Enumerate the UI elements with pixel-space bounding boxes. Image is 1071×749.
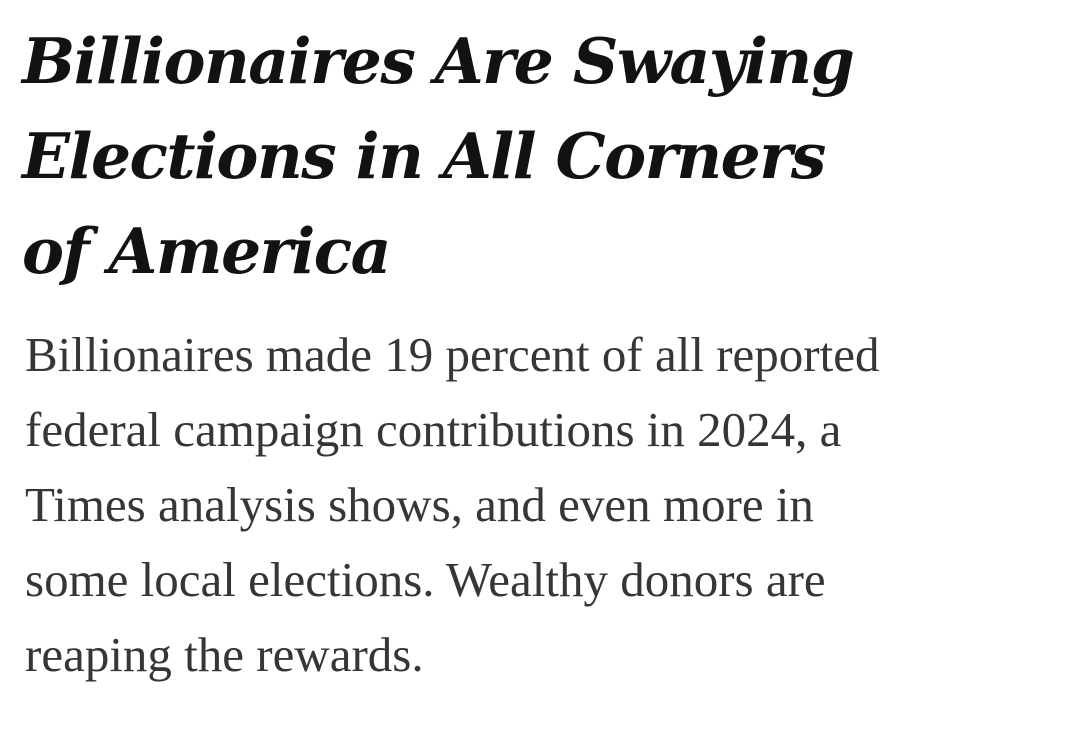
headline-line: Billionaires Are Swaying bbox=[22, 24, 855, 98]
headline: Billionaires Are Swaying Elections in Al… bbox=[22, 14, 1062, 299]
headline-line: Elections in All Corners bbox=[22, 119, 826, 193]
article-header: Billionaires Are Swaying Elections in Al… bbox=[22, 14, 1062, 692]
headline-line: of America bbox=[22, 214, 391, 288]
summary-line: federal campaign contributions in 2024, … bbox=[25, 402, 842, 457]
summary: Billionaires made 19 percent of all repo… bbox=[25, 317, 1062, 692]
summary-line: Times analysis shows, and even more in bbox=[25, 477, 814, 532]
summary-line: some local elections. Wealthy donors are bbox=[25, 552, 826, 607]
summary-line: reaping the rewards. bbox=[25, 627, 424, 682]
summary-line: Billionaires made 19 percent of all repo… bbox=[25, 327, 880, 382]
